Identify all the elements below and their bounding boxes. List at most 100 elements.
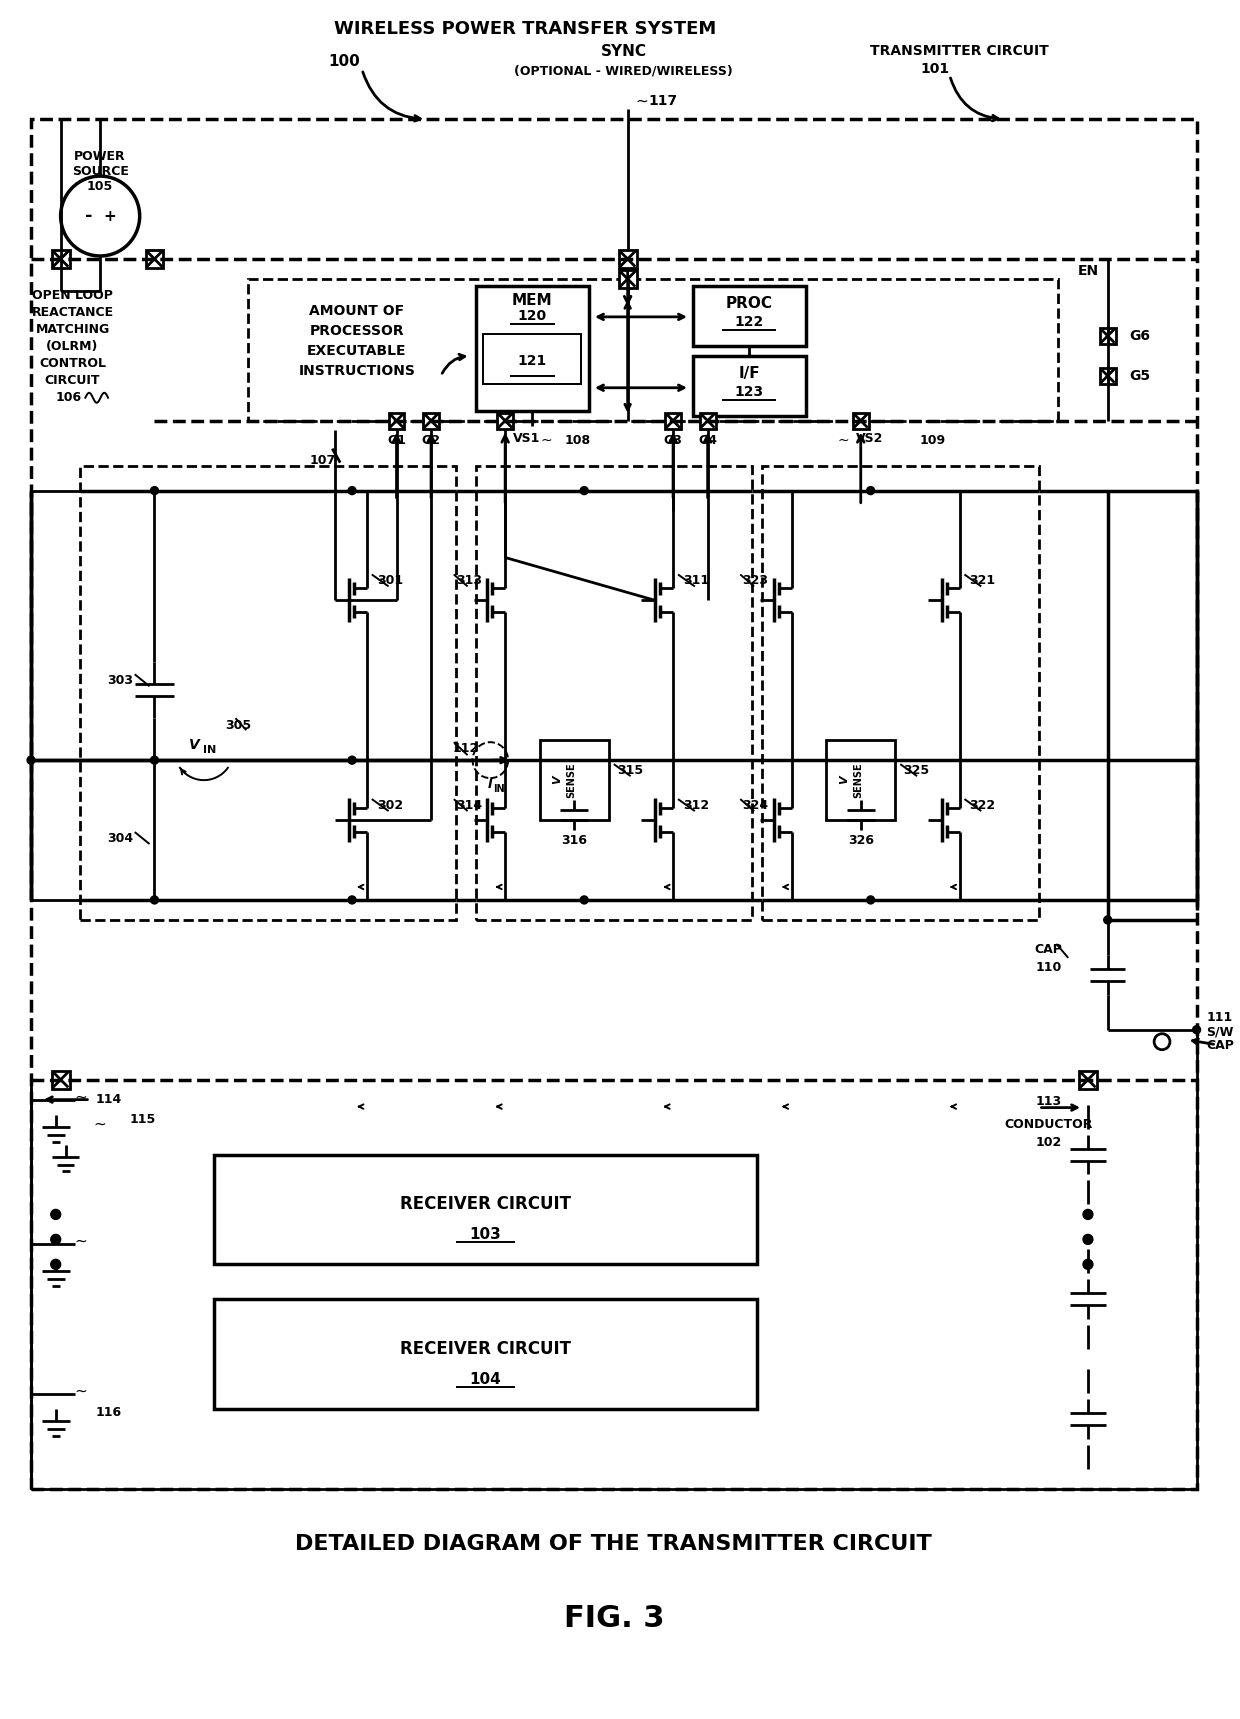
Bar — [619, 270, 636, 287]
Text: ~: ~ — [74, 1090, 87, 1104]
Text: 106: 106 — [56, 392, 82, 404]
Bar — [81, 466, 456, 920]
Text: AMOUNT OF: AMOUNT OF — [310, 304, 404, 318]
Text: 315: 315 — [616, 763, 642, 777]
Text: -: - — [84, 206, 92, 225]
Text: RECEIVER CIRCUIT: RECEIVER CIRCUIT — [401, 1195, 570, 1214]
Text: 105: 105 — [87, 179, 113, 193]
Bar — [665, 413, 681, 428]
Text: 116: 116 — [95, 1406, 122, 1418]
Bar — [52, 1071, 69, 1088]
Bar — [497, 413, 513, 428]
Text: ~: ~ — [94, 1117, 107, 1133]
Bar — [619, 249, 636, 268]
Text: I: I — [489, 777, 492, 791]
Text: G5: G5 — [1130, 370, 1151, 383]
Text: VS1: VS1 — [513, 431, 541, 445]
Circle shape — [150, 896, 159, 904]
Bar — [52, 249, 69, 268]
Circle shape — [1083, 1210, 1092, 1219]
Bar — [388, 413, 404, 428]
Text: G4: G4 — [698, 435, 717, 447]
Text: 120: 120 — [517, 309, 547, 323]
Text: OPEN LOOP: OPEN LOOP — [32, 289, 113, 303]
Circle shape — [1193, 1026, 1200, 1033]
Text: ~: ~ — [635, 95, 647, 108]
Circle shape — [867, 486, 874, 495]
Bar — [423, 413, 439, 428]
Text: MATCHING: MATCHING — [36, 323, 109, 337]
Text: DETAILED DIAGRAM OF THE TRANSMITTER CIRCUIT: DETAILED DIAGRAM OF THE TRANSMITTER CIRC… — [295, 1533, 932, 1554]
Text: 326: 326 — [848, 834, 874, 846]
Text: 312: 312 — [683, 799, 709, 811]
Text: 110: 110 — [1035, 961, 1061, 975]
Text: ~: ~ — [541, 433, 553, 447]
Text: 101: 101 — [920, 62, 950, 76]
Circle shape — [51, 1260, 61, 1269]
Circle shape — [51, 1234, 61, 1245]
Text: 114: 114 — [95, 1093, 122, 1105]
Text: 314: 314 — [456, 799, 482, 811]
Text: POWER: POWER — [74, 150, 126, 163]
Bar — [1100, 368, 1116, 383]
Text: TRANSMITTER CIRCUIT: TRANSMITTER CIRCUIT — [870, 45, 1049, 58]
Text: 324: 324 — [743, 799, 769, 811]
Text: V: V — [188, 737, 200, 753]
Bar — [145, 249, 164, 268]
Text: 102: 102 — [1035, 1136, 1061, 1148]
Text: FIG. 3: FIG. 3 — [563, 1604, 665, 1633]
Text: PROCESSOR: PROCESSOR — [310, 323, 404, 339]
Text: 100: 100 — [329, 53, 360, 69]
Text: 111: 111 — [1207, 1011, 1233, 1025]
Text: G3: G3 — [663, 435, 682, 447]
Circle shape — [150, 486, 159, 495]
Text: 123: 123 — [734, 385, 764, 399]
Text: 303: 303 — [107, 674, 133, 688]
Text: EXECUTABLE: EXECUTABLE — [308, 344, 407, 358]
Text: 109: 109 — [920, 435, 946, 447]
Text: V: V — [553, 775, 563, 784]
Bar — [213, 1300, 758, 1410]
Text: MEM: MEM — [512, 294, 552, 308]
Text: SENSE: SENSE — [567, 762, 577, 798]
Text: ~: ~ — [74, 1234, 87, 1250]
Text: 104: 104 — [470, 1372, 501, 1387]
Text: EN: EN — [1078, 265, 1099, 278]
Text: 316: 316 — [562, 834, 588, 846]
Bar — [475, 466, 753, 920]
Text: SOURCE: SOURCE — [72, 165, 129, 177]
Text: V: V — [839, 775, 849, 784]
Text: (OLRM): (OLRM) — [46, 340, 99, 354]
Text: SENSE: SENSE — [853, 762, 863, 798]
Bar — [539, 741, 609, 820]
Text: ~: ~ — [74, 1384, 87, 1399]
Circle shape — [580, 486, 588, 495]
Bar — [1079, 1071, 1097, 1088]
Bar — [853, 413, 869, 428]
Text: S/W: S/W — [1207, 1025, 1234, 1038]
Text: VS2: VS2 — [856, 431, 883, 445]
Text: G6: G6 — [1130, 328, 1151, 342]
Bar — [484, 333, 582, 383]
Text: 304: 304 — [107, 832, 133, 844]
Text: CIRCUIT: CIRCUIT — [45, 375, 100, 387]
Text: 313: 313 — [456, 574, 482, 586]
Bar — [693, 285, 806, 346]
Text: CAP: CAP — [1034, 944, 1063, 956]
Text: 107: 107 — [310, 454, 336, 468]
Text: 113: 113 — [1035, 1095, 1061, 1109]
Text: CAP: CAP — [1207, 1040, 1234, 1052]
Circle shape — [27, 756, 35, 765]
Bar — [31, 119, 1197, 1489]
Text: +: + — [104, 208, 117, 223]
Text: 301: 301 — [377, 574, 403, 586]
Circle shape — [348, 896, 356, 904]
Text: 323: 323 — [743, 574, 769, 586]
Text: 121: 121 — [517, 354, 547, 368]
Bar — [213, 1155, 758, 1265]
Text: 108: 108 — [564, 435, 590, 447]
Text: 302: 302 — [377, 799, 403, 811]
Text: 122: 122 — [734, 315, 764, 328]
Text: 325: 325 — [903, 763, 929, 777]
Text: IN: IN — [494, 784, 505, 794]
